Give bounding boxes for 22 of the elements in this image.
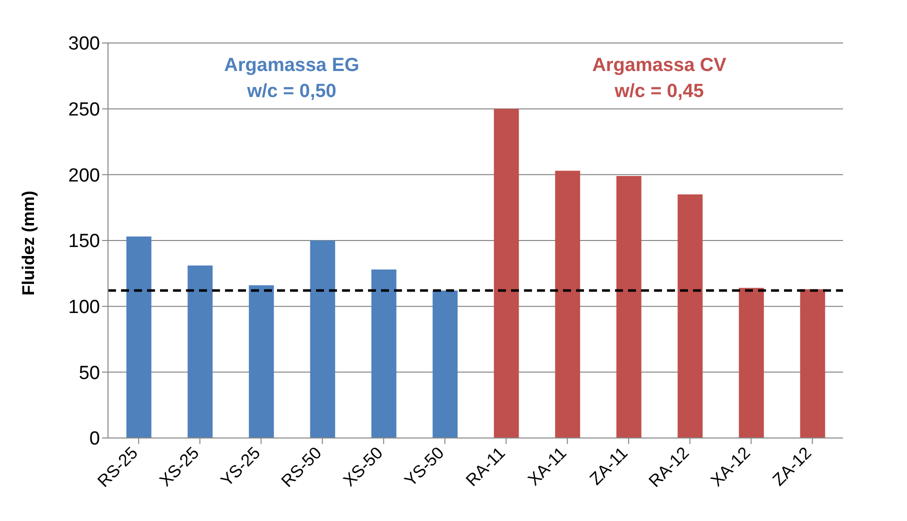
bar bbox=[126, 236, 152, 438]
y-tick-label: 50 bbox=[78, 362, 100, 384]
y-tick-label: 150 bbox=[68, 231, 100, 252]
bar bbox=[616, 176, 642, 438]
y-tick-label: 0 bbox=[89, 428, 100, 450]
bar bbox=[248, 285, 274, 438]
bar bbox=[188, 266, 213, 438]
y-tick-label: 300 bbox=[68, 34, 100, 55]
y-tick-label: 250 bbox=[68, 100, 100, 121]
text: Argamassa CV w/c = 0,45 bbox=[584, 53, 734, 105]
bar bbox=[310, 240, 336, 438]
text: Argamassa EG w/c = 0,50 bbox=[216, 53, 367, 105]
bar bbox=[432, 290, 458, 438]
bar bbox=[738, 288, 764, 438]
bar bbox=[494, 108, 519, 438]
y-tick-label: 100 bbox=[68, 297, 100, 318]
bar bbox=[371, 269, 396, 438]
y-tick-label: 200 bbox=[68, 165, 100, 186]
bar bbox=[800, 289, 826, 438]
bar bbox=[678, 194, 703, 438]
y-axis-title: Fluidez (mm) bbox=[19, 190, 38, 296]
bar bbox=[555, 170, 580, 438]
